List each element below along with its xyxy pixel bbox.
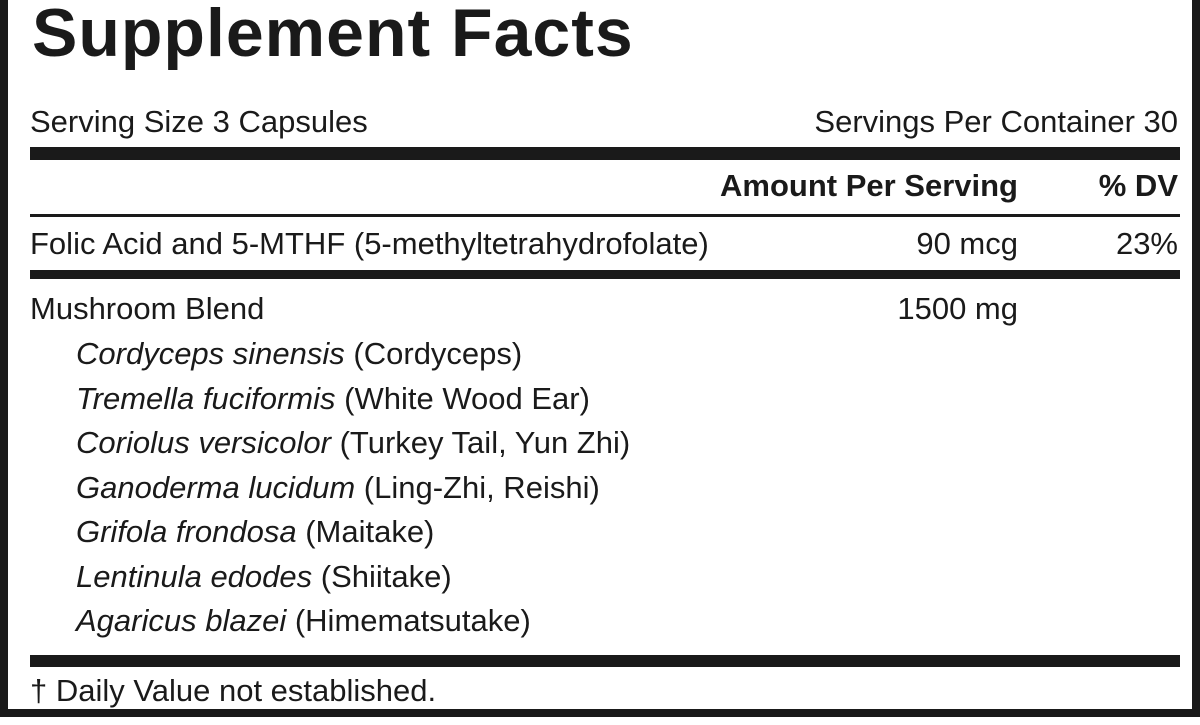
ingredient-latin-name: Tremella fuciformis <box>76 380 336 416</box>
thin-divider <box>30 214 1180 217</box>
ingredient-latin-name: Lentinula edodes <box>76 558 313 594</box>
ingredient-common-name: (Ling-Zhi, Reishi) <box>363 469 600 505</box>
ingredient-latin-name: Grifola frondosa <box>76 514 297 549</box>
nutrient-amount: 90 mcg <box>916 226 1018 261</box>
amount-header: Amount Per Serving <box>720 168 1018 203</box>
servings-per-container: Servings Per Container 30 <box>814 104 1178 139</box>
thick-divider <box>30 147 1180 160</box>
serving-size: Serving Size 3 Capsules <box>30 104 368 139</box>
ingredient-latin-name: Cordyceps sinensis <box>76 336 345 371</box>
ingredient-row: Cordyceps sinensis (Cordyceps) <box>76 336 522 372</box>
ingredient-row: Tremella fuciformis (White Wood Ear) <box>76 381 590 417</box>
ingredient-common-name: (Maitake) <box>305 514 435 549</box>
footnote: † Daily Value not established. <box>30 673 437 708</box>
ingredient-common-name: (White Wood Ear) <box>344 380 590 416</box>
ingredient-row: Agaricus blazei (Himematsutake) <box>76 603 531 639</box>
ingredient-common-name: (Himematsutake) <box>294 603 531 638</box>
ingredient-common-name: (Cordyceps) <box>353 336 523 371</box>
ingredient-row: Coriolus versicolor (Turkey Tail, Yun Zh… <box>76 425 630 461</box>
ingredient-common-name: (Turkey Tail, Yun Zhi) <box>339 425 631 460</box>
ingredient-latin-name: Ganoderma lucidum <box>76 469 356 505</box>
ingredient-row: Ganoderma lucidum (Ling-Zhi, Reishi) <box>76 470 600 506</box>
ingredient-latin-name: Coriolus versicolor <box>76 425 331 460</box>
ingredient-latin-name: Agaricus blazei <box>76 603 287 638</box>
ingredient-row: Grifola frondosa (Maitake) <box>76 514 434 550</box>
dv-header: % DV <box>1098 168 1178 203</box>
thick-divider-bottom <box>30 655 1180 667</box>
blend-amount: 1500 mg <box>897 291 1018 326</box>
ingredient-common-name: (Shiitake) <box>320 558 452 594</box>
title: Supplement Facts <box>32 0 634 71</box>
nutrient-name: Folic Acid and 5-MTHF (5-methyltetrahydr… <box>30 226 709 261</box>
ingredient-row: Lentinula edodes (Shiitake) <box>76 559 452 595</box>
nutrient-dv: 23% <box>1115 226 1178 261</box>
medium-divider <box>30 270 1180 279</box>
blend-name: Mushroom Blend <box>30 291 265 326</box>
